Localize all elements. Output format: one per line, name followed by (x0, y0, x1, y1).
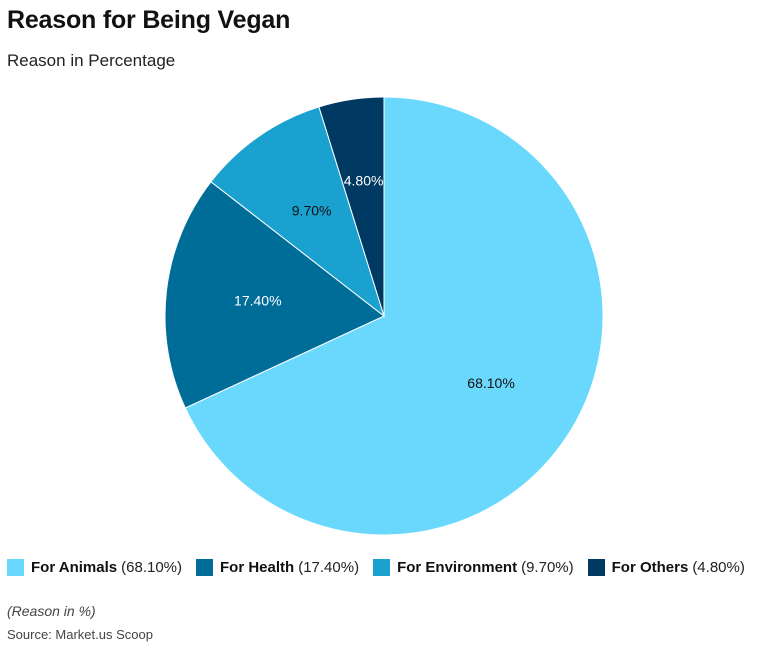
pie-slice-for-animals[interactable] (184, 96, 604, 536)
legend-name-for-animals: For Animals (31, 559, 118, 576)
pie-label-for-others: 4.80% (344, 172, 384, 188)
legend-value-for-environment: (9.70%) (521, 559, 574, 576)
pie-slices (164, 96, 604, 536)
legend-item-for-environment[interactable]: For Environment (9.70%) (373, 559, 574, 576)
pie-slice-for-environment[interactable] (210, 106, 385, 318)
legend-value-for-health: (17.40%) (298, 559, 360, 576)
legend-swatch-for-animals (7, 559, 24, 576)
pie-label-for-animals: 68.10% (467, 375, 514, 391)
chart-source: Source: Market.us Scoop (7, 627, 153, 642)
legend-value-for-animals: (68.10%) (121, 559, 183, 576)
chart-subtitle: Reason in Percentage (7, 51, 176, 70)
legend-swatch-for-others (587, 559, 605, 576)
legend-item-for-animals[interactable]: For Animals (68.10%) (7, 559, 182, 576)
pie-chart: 68.10% 17.40% 9.70% 4.80% (164, 96, 604, 536)
legend: For Animals (68.10%) For Health (17.40%)… (7, 559, 745, 576)
legend-swatch-for-health (196, 559, 214, 576)
legend-value-for-others: (4.80%) (692, 559, 745, 576)
legend-swatch-for-environment (373, 559, 391, 576)
pie-slice-labels: 68.10% 17.40% 9.70% 4.80% (234, 172, 515, 391)
pie-slice-for-others[interactable] (318, 96, 385, 317)
chart-note: (Reason in %) (7, 603, 96, 619)
pie-label-for-health: 17.40% (234, 292, 281, 308)
pie-label-for-environment: 9.70% (292, 202, 332, 218)
legend-item-for-others[interactable]: For Others (4.80%) (587, 559, 745, 576)
legend-item-for-health[interactable]: For Health (17.40%) (196, 559, 359, 576)
legend-name-for-others: For Others (611, 559, 689, 576)
legend-name-for-environment: For Environment (397, 559, 518, 576)
chart-title: Reason for Being Vegan (7, 6, 291, 34)
pie-slice-for-health[interactable] (164, 181, 385, 409)
legend-name-for-health: For Health (220, 559, 295, 576)
